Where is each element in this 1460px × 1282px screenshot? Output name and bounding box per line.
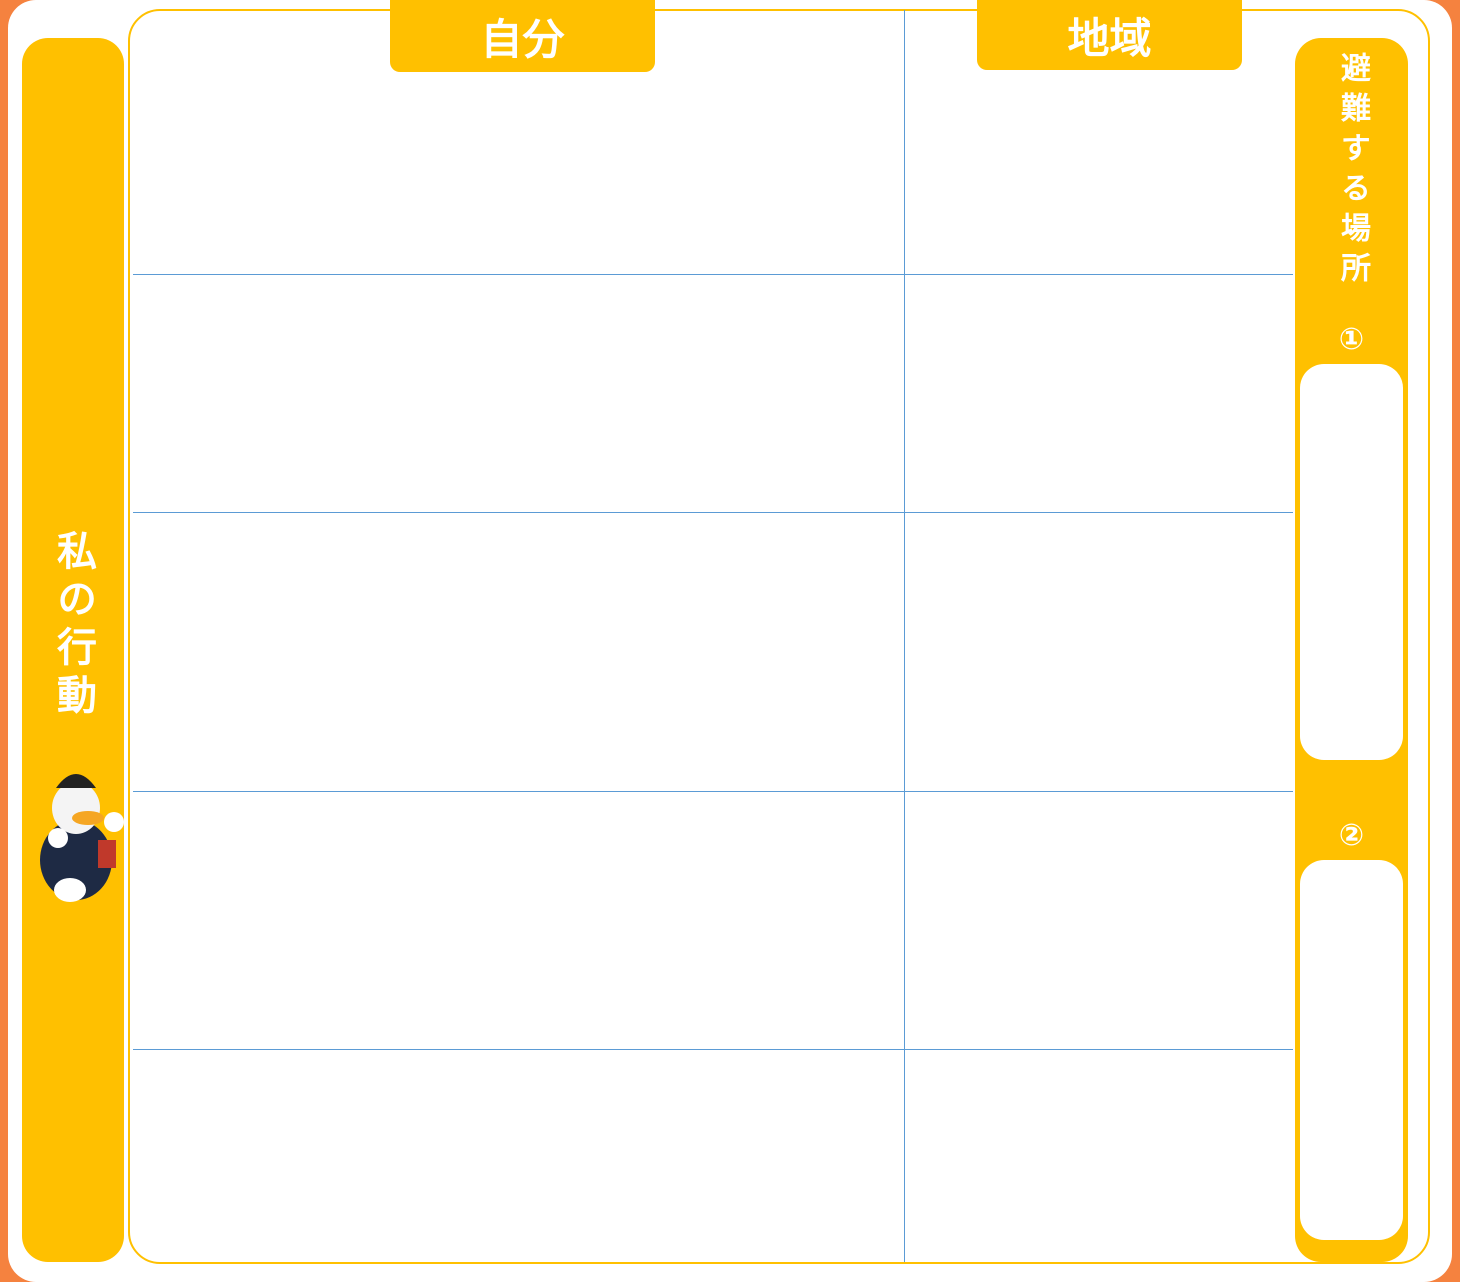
- place-number: ①: [1338, 322, 1365, 357]
- left-label: 私の行動: [50, 530, 96, 722]
- row-divider: [133, 512, 1293, 513]
- place-box[interactable]: [1300, 860, 1403, 1240]
- header-tab: 自分: [390, 0, 655, 72]
- frame: [128, 9, 1430, 1264]
- left-bar: [22, 38, 124, 1262]
- sheet: [8, 0, 1452, 1282]
- row-divider: [133, 274, 1293, 275]
- place-number: ②: [1338, 818, 1365, 853]
- row-divider: [133, 1049, 1293, 1050]
- mascot: [40, 774, 124, 902]
- place-box[interactable]: [1300, 364, 1403, 760]
- header-tab: 地域: [977, 0, 1242, 70]
- column-divider: [904, 10, 905, 1262]
- right-label: 避難する場所: [1335, 52, 1370, 292]
- row-divider: [133, 791, 1293, 792]
